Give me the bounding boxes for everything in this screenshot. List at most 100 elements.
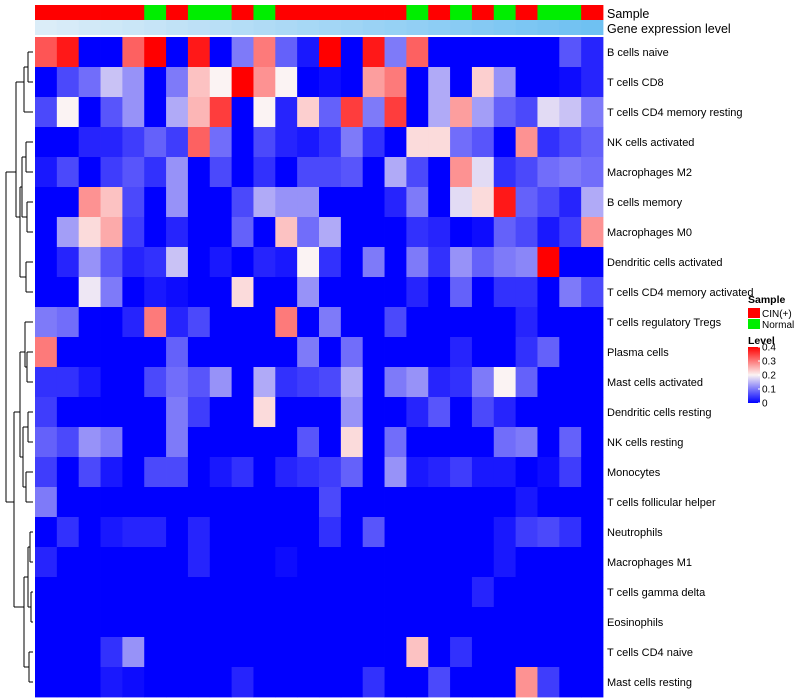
heatmap-cell <box>166 487 189 518</box>
heatmap-cell <box>297 667 320 698</box>
heatmap-cell <box>187 217 211 248</box>
heatmap-cell <box>559 667 582 698</box>
row-label: T cells gamma delta <box>607 587 706 599</box>
heatmap-cell <box>144 307 167 338</box>
heatmap-cell <box>319 457 342 488</box>
heatmap-cell <box>253 427 276 458</box>
heatmap-cell <box>253 487 276 518</box>
heatmap-cell <box>384 187 407 218</box>
expression-annotation-cell <box>122 20 145 35</box>
sample-annotation-cell <box>297 5 320 20</box>
heatmap-cell <box>340 277 364 308</box>
heatmap-cell <box>428 487 451 518</box>
heatmap-cell <box>340 217 364 248</box>
heatmap-cell <box>187 577 211 608</box>
heatmap-cell <box>581 187 604 218</box>
heatmap-cell <box>340 307 364 338</box>
sample-annotation-cell <box>319 5 342 20</box>
expression-annotation-cell <box>253 20 276 35</box>
heatmap-cell <box>35 307 58 338</box>
heatmap-cell <box>297 457 320 488</box>
heatmap-cell <box>581 37 604 68</box>
heatmap-cell <box>166 67 189 98</box>
row-label: T cells CD4 memory activated <box>607 287 754 299</box>
sample-annotation-cell <box>187 5 211 20</box>
heatmap-cell <box>406 637 429 668</box>
heatmap-cell <box>35 607 58 638</box>
heatmap-cell <box>581 307 604 338</box>
heatmap-cell <box>559 607 582 638</box>
heatmap-cell <box>406 337 429 368</box>
heatmap-cell <box>144 187 167 218</box>
level-tick-label: 0 <box>762 399 768 410</box>
heatmap-cell <box>406 67 429 98</box>
heatmap-cell <box>144 337 167 368</box>
heatmap-cell <box>166 247 189 278</box>
heatmap-cell <box>35 577 58 608</box>
heatmap-cell <box>187 97 211 128</box>
heatmap-cell <box>275 577 298 608</box>
expression-annotation-cell <box>537 20 560 35</box>
heatmap-cell <box>78 127 101 158</box>
heatmap-cell <box>450 337 473 368</box>
heatmap-cell <box>78 337 101 368</box>
heatmap-cell <box>428 307 451 338</box>
expression-annotation-cell <box>187 20 211 35</box>
heatmap-cell <box>471 517 495 548</box>
heatmap-cell <box>559 187 582 218</box>
heatmap-cell <box>100 127 123 158</box>
heatmap-cell <box>78 397 101 428</box>
heatmap-cell <box>231 367 254 398</box>
heatmap-cell <box>384 37 407 68</box>
heatmap-cell <box>406 517 429 548</box>
heatmap-cell <box>100 577 123 608</box>
heatmap-cell <box>275 667 298 698</box>
heatmap-cell <box>297 427 320 458</box>
heatmap-cell <box>406 667 429 698</box>
heatmap-cell <box>122 187 145 218</box>
heatmap-cell <box>515 217 538 248</box>
heatmap-cell <box>537 487 560 518</box>
sample-annotation-cell <box>209 5 233 20</box>
heatmap-cell <box>209 37 233 68</box>
heatmap-cell <box>428 427 451 458</box>
heatmap-cell <box>559 487 582 518</box>
heatmap-cell <box>450 397 473 428</box>
heatmap-cell <box>209 397 233 428</box>
heatmap-cell <box>537 337 560 368</box>
heatmap-cell <box>515 637 538 668</box>
heatmap-cell <box>537 547 560 578</box>
heatmap-cell <box>340 607 364 638</box>
heatmap-cell <box>187 427 211 458</box>
heatmap-cell <box>35 157 58 188</box>
heatmap-cell <box>56 547 80 578</box>
heatmap-cell <box>231 667 254 698</box>
heatmap-cell <box>35 37 58 68</box>
heatmap-cell <box>384 397 407 428</box>
heatmap-cell <box>78 427 101 458</box>
heatmap-cell <box>340 397 364 428</box>
row-label: Macrophages M2 <box>607 167 692 179</box>
heatmap-cell <box>122 487 145 518</box>
heatmap-cell <box>537 37 560 68</box>
heatmap-cell <box>515 457 538 488</box>
heatmap-cell <box>231 457 254 488</box>
heatmap-cell <box>209 337 233 368</box>
heatmap-cell <box>231 577 254 608</box>
heatmap-cell <box>166 367 189 398</box>
heatmap-cell <box>493 667 517 698</box>
heatmap-cell <box>100 517 123 548</box>
heatmap-cell <box>406 427 429 458</box>
heatmap-cell <box>166 307 189 338</box>
heatmap-cell <box>581 397 604 428</box>
heatmap-cell <box>275 97 298 128</box>
heatmap-cell <box>253 67 276 98</box>
heatmap-cell <box>384 247 407 278</box>
heatmap-cell <box>428 277 451 308</box>
heatmap-cell <box>559 127 582 158</box>
heatmap-cell <box>144 67 167 98</box>
heatmap-cell <box>209 367 233 398</box>
heatmap-cell <box>537 217 560 248</box>
heatmap-cell <box>559 637 582 668</box>
heatmap-cell <box>209 457 233 488</box>
